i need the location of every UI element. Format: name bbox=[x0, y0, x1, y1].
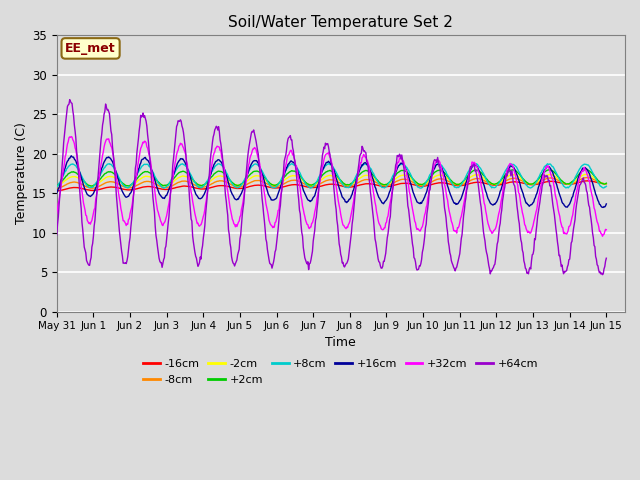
Text: EE_met: EE_met bbox=[65, 42, 116, 55]
X-axis label: Time: Time bbox=[325, 336, 356, 348]
Legend: -16cm, -8cm, -2cm, +2cm, +8cm, +16cm, +32cm, +64cm: -16cm, -8cm, -2cm, +2cm, +8cm, +16cm, +3… bbox=[139, 355, 542, 389]
Y-axis label: Temperature (C): Temperature (C) bbox=[15, 122, 28, 225]
Title: Soil/Water Temperature Set 2: Soil/Water Temperature Set 2 bbox=[228, 15, 453, 30]
